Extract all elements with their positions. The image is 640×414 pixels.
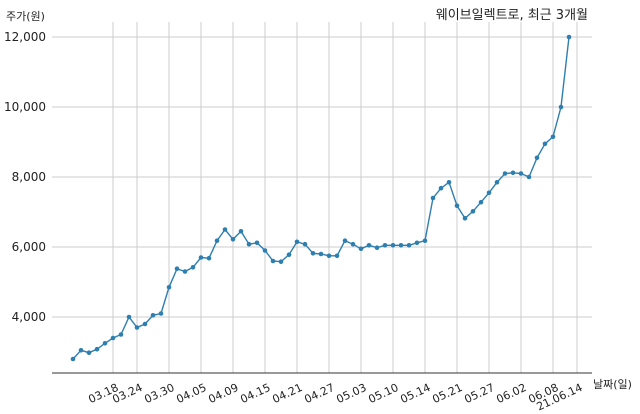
data-point	[422, 238, 428, 243]
data-point	[494, 180, 500, 185]
data-point	[110, 335, 116, 341]
data-point	[238, 229, 244, 234]
data-point	[262, 248, 268, 253]
data-point	[302, 241, 308, 247]
data-point	[502, 171, 508, 176]
data-point	[166, 285, 172, 290]
data-point	[462, 216, 468, 221]
y-tick-label: 6,000	[12, 240, 46, 254]
x-tick-label: 21.06.14	[535, 381, 585, 413]
data-point	[438, 185, 444, 191]
data-point	[358, 246, 364, 252]
data-point	[566, 34, 572, 40]
x-tick-label: 04.21	[270, 381, 304, 406]
data-point	[230, 237, 236, 242]
x-tick-label: 05.03	[334, 381, 368, 406]
data-point	[526, 174, 532, 180]
data-point	[542, 141, 548, 147]
data-point	[174, 266, 180, 272]
data-point	[510, 170, 516, 176]
x-tick-label: 05.21	[430, 381, 464, 406]
data-point	[406, 243, 412, 248]
price-points	[70, 34, 572, 362]
x-tick-label: 05.10	[366, 381, 400, 406]
data-point	[382, 243, 388, 248]
x-tick-label: 04.05	[174, 381, 208, 406]
data-point	[150, 313, 156, 318]
data-point	[486, 190, 492, 196]
x-axis-label: 날짜(일)	[593, 378, 632, 391]
data-point	[94, 346, 100, 352]
data-point	[70, 356, 76, 362]
data-point	[126, 314, 132, 320]
data-point	[270, 258, 276, 264]
x-tick-label: 03.30	[142, 381, 176, 406]
data-point	[190, 265, 196, 270]
x-tick-label: 05.27	[462, 381, 496, 406]
data-point	[206, 255, 212, 261]
data-point	[294, 239, 300, 245]
price-line	[72, 36, 570, 360]
data-point	[374, 245, 380, 250]
data-point	[310, 251, 316, 256]
data-point	[454, 203, 460, 208]
data-point	[286, 252, 292, 257]
data-point	[198, 255, 204, 260]
data-point	[334, 253, 340, 259]
data-point	[222, 227, 228, 232]
data-point	[118, 332, 124, 337]
data-point	[86, 350, 92, 356]
data-point	[142, 321, 148, 327]
data-point	[342, 238, 348, 243]
y-tick-label: 4,000	[12, 310, 46, 324]
chart-title: 웨이브일렉트로, 최근 3개월	[435, 8, 588, 23]
x-tick-label: 04.27	[302, 381, 336, 406]
data-point	[470, 209, 476, 214]
y-tick-label: 10,000	[4, 100, 46, 114]
data-point	[558, 104, 564, 110]
x-tick-label: 05.14	[398, 381, 432, 406]
data-point	[246, 241, 252, 247]
data-point	[534, 155, 540, 161]
data-point	[350, 241, 356, 247]
data-point	[430, 195, 436, 201]
data-point	[78, 348, 84, 353]
data-point	[134, 325, 140, 330]
data-point	[102, 341, 108, 346]
x-tick-labels: 03.1803.2403.3004.0504.0904.1504.2104.27…	[86, 381, 584, 413]
data-point	[398, 243, 404, 248]
data-point	[390, 243, 396, 248]
data-point	[214, 238, 220, 243]
data-point	[158, 311, 164, 316]
data-point	[550, 134, 556, 140]
data-point	[254, 240, 260, 246]
y-tick-label: 12,000	[4, 30, 46, 44]
x-tick-label: 04.09	[206, 381, 240, 406]
data-point	[326, 253, 332, 259]
y-axis-label: 주가(원)	[6, 10, 45, 23]
y-tick-label: 8,000	[12, 170, 46, 184]
data-point	[182, 269, 188, 274]
data-point	[478, 199, 484, 205]
x-tick-label: 04.15	[238, 381, 272, 406]
data-point	[278, 259, 284, 265]
data-point	[446, 180, 452, 185]
grid-lines	[52, 22, 592, 373]
y-tick-labels: 4,000 6,000 8,000 10,000 12,000	[4, 30, 46, 324]
data-point	[518, 171, 524, 176]
data-point	[318, 251, 324, 257]
data-point	[366, 243, 372, 248]
x-tick-label: 06.02	[494, 381, 528, 406]
data-point	[414, 240, 420, 246]
